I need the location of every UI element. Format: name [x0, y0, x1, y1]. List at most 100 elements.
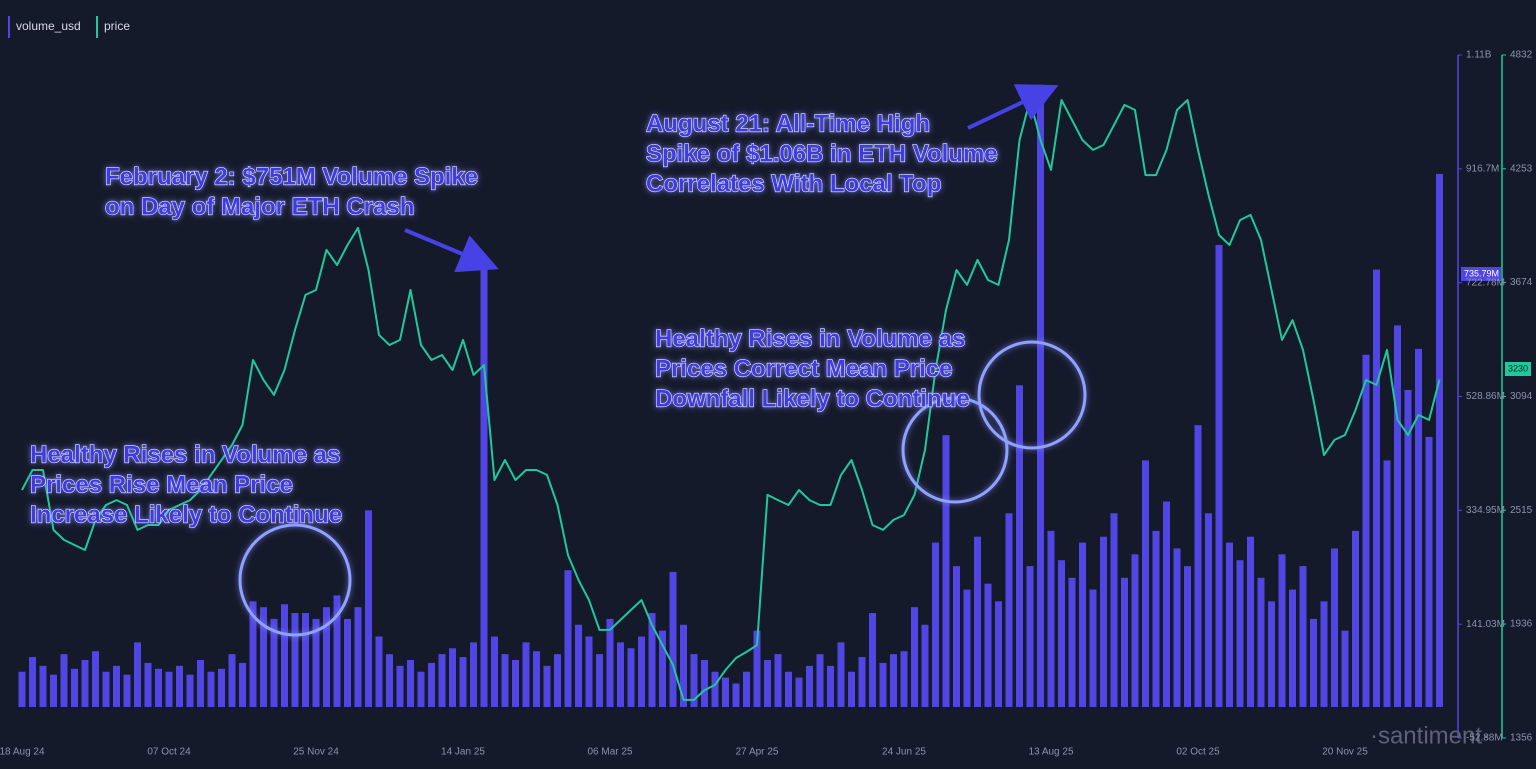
- bar: [1110, 513, 1118, 707]
- bar: [701, 659, 708, 707]
- bar: [627, 648, 635, 707]
- x-tick-label: 13 Aug 25: [1028, 747, 1073, 758]
- bar: [186, 674, 194, 707]
- highlight-circle: [901, 396, 1009, 504]
- bar: [449, 648, 456, 707]
- y-tick-label: 1.11B: [1466, 50, 1492, 61]
- y-tick-label: 141.03M: [1466, 619, 1505, 630]
- y2-tick-label: 1356: [1510, 733, 1533, 744]
- annotation: August 21: All-Time High: [646, 110, 930, 137]
- highlight-circle: [977, 340, 1087, 450]
- bar: [953, 566, 960, 707]
- bar: [18, 671, 26, 707]
- bar: [795, 677, 803, 707]
- bar: [1436, 173, 1443, 707]
- bar: [155, 668, 162, 707]
- bar: [428, 662, 435, 707]
- bar: [1341, 630, 1349, 707]
- bar: [1331, 548, 1338, 707]
- bar: [974, 536, 981, 707]
- bar: [1310, 618, 1317, 707]
- bar: [176, 665, 183, 707]
- bar: [71, 668, 78, 707]
- last-value-label: 3230: [1508, 363, 1528, 373]
- bar: [1268, 601, 1275, 707]
- bar: [774, 654, 782, 707]
- bar: [711, 671, 719, 707]
- legend-label: price: [104, 19, 130, 33]
- y2-tick-label: 3674: [1510, 277, 1533, 288]
- bar: [39, 665, 47, 707]
- bar: [1278, 554, 1286, 707]
- bar: [1215, 244, 1223, 707]
- bar: [1362, 354, 1370, 707]
- y-tick-label: 722.78M: [1466, 277, 1505, 288]
- bar: [1142, 460, 1149, 707]
- bar: [81, 659, 89, 707]
- last-value-label: 735.79M: [1464, 268, 1499, 278]
- bar: [60, 654, 68, 707]
- bar: [1373, 269, 1380, 707]
- bar: [816, 654, 824, 707]
- annotation: Increase Likely to Continue: [30, 501, 342, 528]
- bar: [1037, 84, 1044, 707]
- bar: [575, 624, 582, 707]
- bar: [1173, 548, 1181, 707]
- bar: [501, 654, 509, 707]
- bar: [753, 630, 761, 707]
- bar: [302, 613, 309, 707]
- y2-tick-label: 3094: [1510, 391, 1533, 402]
- bar: [312, 618, 320, 707]
- bar: [1058, 560, 1065, 707]
- bar: [564, 570, 572, 707]
- bar: [207, 671, 215, 707]
- bar: [879, 662, 887, 707]
- bar: [260, 607, 267, 707]
- bar: [1121, 577, 1128, 707]
- bar: [470, 642, 477, 707]
- bar: [995, 601, 1002, 707]
- bar: [585, 636, 593, 707]
- arrow: [967, 84, 1059, 130]
- bar: [659, 630, 666, 707]
- bar: [533, 651, 540, 707]
- bar: [764, 659, 771, 707]
- bar: [1236, 560, 1244, 707]
- bar: [333, 595, 341, 707]
- y-tick-label: 334.95M: [1466, 505, 1505, 516]
- legend: volume_usd price: [8, 16, 130, 38]
- annotation: February 2: $751M Volume Spike: [105, 163, 478, 190]
- bar: [270, 618, 278, 707]
- y2-tick-label: 2515: [1510, 505, 1533, 516]
- bar: [1425, 436, 1433, 707]
- bar: [1257, 577, 1265, 707]
- bar: [722, 677, 729, 707]
- bar: [543, 665, 551, 707]
- bar: [249, 601, 257, 707]
- bar: [291, 613, 299, 707]
- bar: [92, 651, 99, 707]
- bar: [396, 665, 404, 707]
- bar: [858, 657, 866, 707]
- bar: [407, 659, 414, 707]
- bar: [29, 657, 36, 707]
- annotation: Correlates With Local Top: [646, 170, 941, 197]
- arrow: [404, 228, 499, 273]
- annotation: Prices Rise Mean Price: [30, 471, 293, 498]
- bar: [123, 674, 131, 707]
- bar: [144, 662, 152, 707]
- bar: [1194, 425, 1202, 707]
- bar: [323, 607, 330, 707]
- bar: [1289, 589, 1296, 707]
- price-line: [21, 99, 1441, 701]
- bar: [827, 665, 834, 707]
- bar: [1089, 589, 1097, 707]
- y2-tick-label: 4832: [1510, 50, 1533, 61]
- x-tick-label: 18 Aug 24: [0, 747, 45, 758]
- bar: [890, 654, 897, 707]
- annotation: Prices Correct Mean Price: [655, 355, 952, 382]
- annotation: Healthy Rises in Volume as: [655, 325, 965, 352]
- x-tick-label: 07 Oct 24: [147, 747, 191, 758]
- bar: [218, 668, 225, 707]
